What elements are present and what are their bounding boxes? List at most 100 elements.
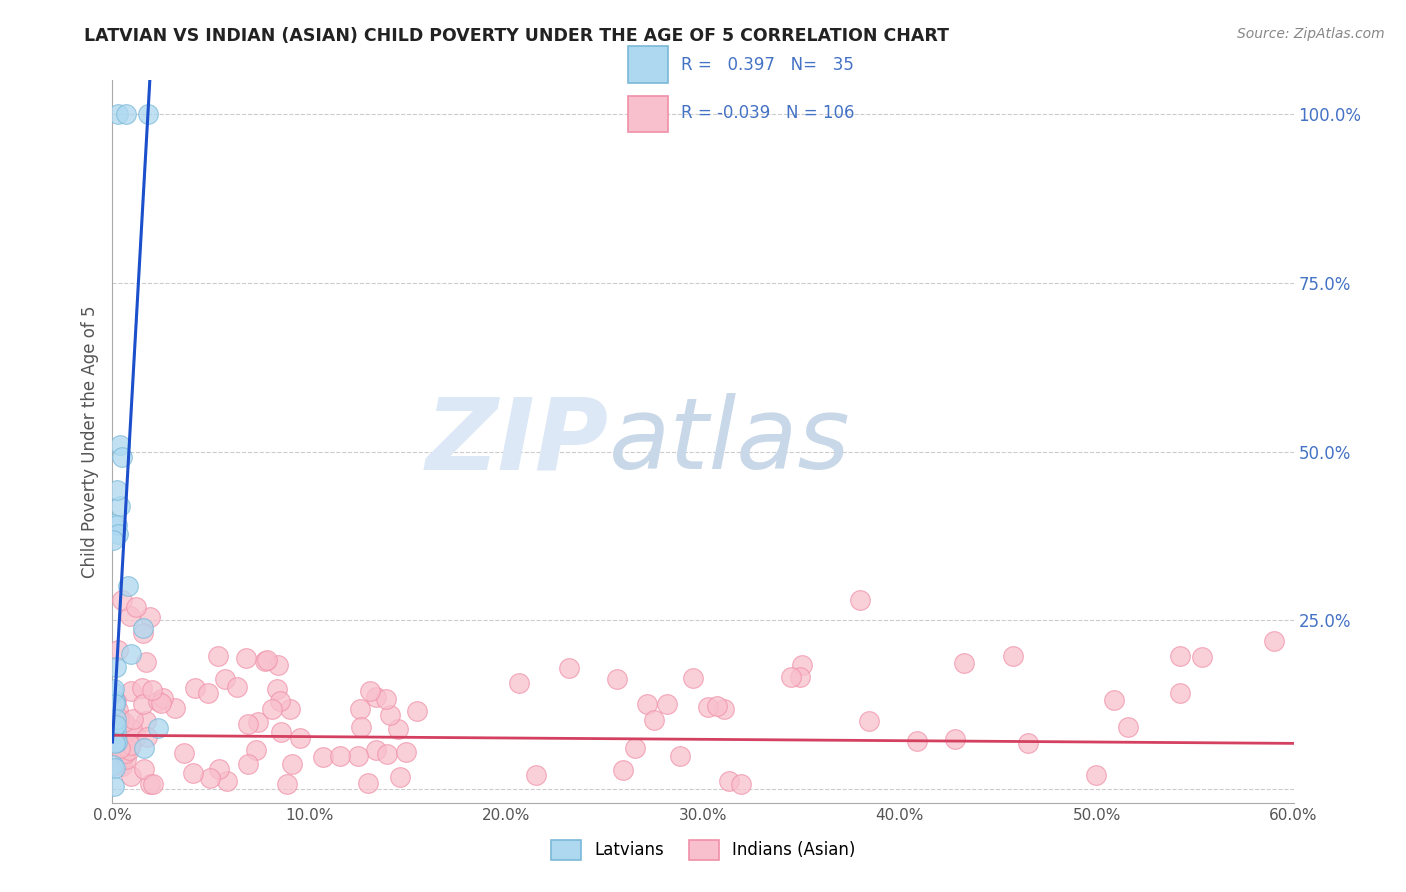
- Point: [215, 774, 238, 789]
- Point: [105, 518, 128, 533]
- Point: [138, 776, 160, 790]
- Point: [132, 697, 155, 711]
- Point: [226, 680, 249, 694]
- Point: [132, 762, 155, 776]
- Point: [120, 739, 142, 753]
- Text: atlas: atlas: [609, 393, 851, 490]
- Point: [132, 741, 155, 756]
- Point: [1001, 649, 1024, 664]
- Point: [112, 715, 135, 730]
- Point: [181, 766, 204, 780]
- Point: [387, 723, 409, 737]
- Point: [394, 745, 416, 759]
- Point: [132, 625, 155, 640]
- Point: [558, 661, 581, 675]
- Point: [682, 671, 704, 685]
- Point: [149, 696, 172, 710]
- Point: [120, 608, 142, 623]
- Point: [245, 743, 267, 757]
- Point: [115, 752, 138, 766]
- Point: [103, 734, 125, 748]
- Point: [364, 690, 387, 704]
- Point: [105, 725, 128, 739]
- Point: [276, 777, 298, 791]
- Point: [120, 683, 142, 698]
- Point: [269, 693, 291, 707]
- Point: [197, 686, 219, 700]
- Point: [104, 736, 127, 750]
- Point: [359, 684, 381, 698]
- Point: [146, 721, 169, 735]
- Point: [107, 526, 129, 541]
- Point: [706, 698, 728, 713]
- Point: [132, 621, 155, 635]
- Point: [612, 763, 634, 777]
- Text: R =   0.397   N=   35: R = 0.397 N= 35: [681, 55, 853, 73]
- Point: [730, 777, 752, 791]
- Point: [375, 747, 398, 762]
- Point: [142, 777, 165, 791]
- Point: [103, 721, 125, 735]
- Point: [136, 107, 159, 121]
- Point: [121, 723, 143, 737]
- Point: [111, 593, 134, 607]
- Point: [141, 682, 163, 697]
- Point: [103, 682, 125, 697]
- Point: [235, 650, 257, 665]
- Point: [1104, 693, 1126, 707]
- Point: [135, 714, 157, 728]
- Text: R = -0.039   N = 106: R = -0.039 N = 106: [681, 103, 853, 121]
- Point: [281, 757, 304, 772]
- Point: [718, 773, 741, 788]
- Point: [288, 731, 311, 745]
- Point: [669, 749, 692, 764]
- Point: [311, 749, 333, 764]
- Point: [1168, 649, 1191, 664]
- Point: [184, 681, 207, 695]
- Point: [104, 732, 127, 747]
- Point: [266, 681, 288, 696]
- Point: [214, 672, 236, 686]
- Point: [108, 438, 131, 452]
- Legend: Latvians, Indians (Asian): Latvians, Indians (Asian): [544, 833, 862, 867]
- Point: [905, 733, 928, 747]
- Point: [267, 657, 290, 672]
- Point: [207, 648, 229, 663]
- Point: [256, 653, 278, 667]
- Text: LATVIAN VS INDIAN (ASIAN) CHILD POVERTY UNDER THE AGE OF 5 CORRELATION CHART: LATVIAN VS INDIAN (ASIAN) CHILD POVERTY …: [84, 27, 949, 45]
- Point: [357, 776, 380, 790]
- Point: [104, 693, 127, 707]
- Point: [105, 735, 128, 749]
- Point: [114, 747, 136, 762]
- Point: [789, 670, 811, 684]
- Point: [375, 692, 398, 706]
- Point: [152, 691, 174, 706]
- Point: [105, 718, 128, 732]
- Point: [117, 579, 139, 593]
- Point: [163, 700, 186, 714]
- Point: [103, 720, 125, 734]
- Point: [389, 770, 412, 784]
- Point: [122, 713, 145, 727]
- Point: [380, 708, 402, 723]
- Point: [657, 698, 679, 712]
- Point: [1084, 767, 1107, 781]
- Point: [524, 768, 547, 782]
- Point: [139, 610, 162, 624]
- Point: [107, 703, 129, 717]
- Point: [103, 516, 125, 531]
- Point: [208, 763, 231, 777]
- Point: [780, 670, 803, 684]
- Point: [107, 107, 129, 121]
- Point: [111, 759, 134, 773]
- Point: [1191, 649, 1213, 664]
- Point: [236, 717, 259, 731]
- Point: [849, 593, 872, 607]
- Point: [101, 685, 124, 699]
- Point: [1017, 736, 1039, 750]
- Point: [115, 107, 138, 121]
- Point: [636, 698, 658, 712]
- Point: [696, 699, 718, 714]
- Point: [120, 769, 142, 783]
- Point: [329, 748, 352, 763]
